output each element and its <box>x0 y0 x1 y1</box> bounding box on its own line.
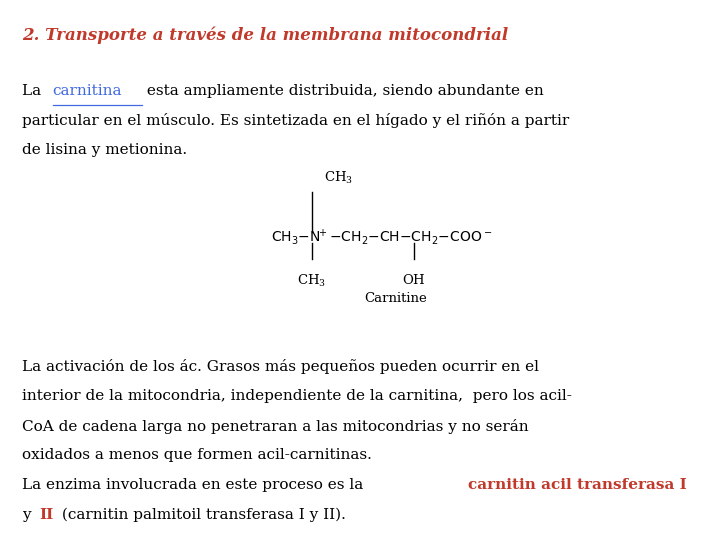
Text: CoA de cadena larga no penetraran a las mitocondrias y no serán: CoA de cadena larga no penetraran a las … <box>22 418 528 434</box>
Text: esta ampliamente distribuida, siendo abundante en: esta ampliamente distribuida, siendo abu… <box>143 84 544 98</box>
Text: de lisina y metionina.: de lisina y metionina. <box>22 143 186 157</box>
Text: $\mathregular{OH}$: $\mathregular{OH}$ <box>402 273 426 287</box>
Text: 2. Transporte a través de la membrana mitocondrial: 2. Transporte a través de la membrana mi… <box>22 27 508 44</box>
Text: interior de la mitocondria, independiente de la carnitina,  pero los acil-: interior de la mitocondria, independient… <box>22 389 572 403</box>
Text: $\mathrm{CH_3{-}N^{\!\!+}{-}CH_2{-}CH{-}CH_2{-}COO^-}$: $\mathrm{CH_3{-}N^{\!\!+}{-}CH_2{-}CH{-}… <box>271 228 492 247</box>
Text: $\mathregular{CH_3}$: $\mathregular{CH_3}$ <box>297 273 326 289</box>
Text: carnitina: carnitina <box>53 84 122 98</box>
Text: La: La <box>22 84 45 98</box>
Text: oxidados a menos que formen acil-carnitinas.: oxidados a menos que formen acil-carniti… <box>22 448 372 462</box>
Text: La enzima involucrada en este proceso es la: La enzima involucrada en este proceso es… <box>22 478 368 492</box>
Text: $\mathregular{CH_3}$: $\mathregular{CH_3}$ <box>324 170 353 186</box>
Text: II: II <box>39 508 53 522</box>
Text: (carnitin palmitoil transferasa I y II).: (carnitin palmitoil transferasa I y II). <box>58 508 346 522</box>
Text: Carnitine: Carnitine <box>364 292 428 305</box>
Text: carnitin acil transferasa I: carnitin acil transferasa I <box>468 478 687 492</box>
Text: La activación de los ác. Grasos más pequeños pueden ocurrir en el: La activación de los ác. Grasos más pequ… <box>22 359 539 374</box>
Text: y: y <box>22 508 35 522</box>
Text: particular en el músculo. Es sintetizada en el hígado y el riñón a partir: particular en el músculo. Es sintetizada… <box>22 113 569 129</box>
